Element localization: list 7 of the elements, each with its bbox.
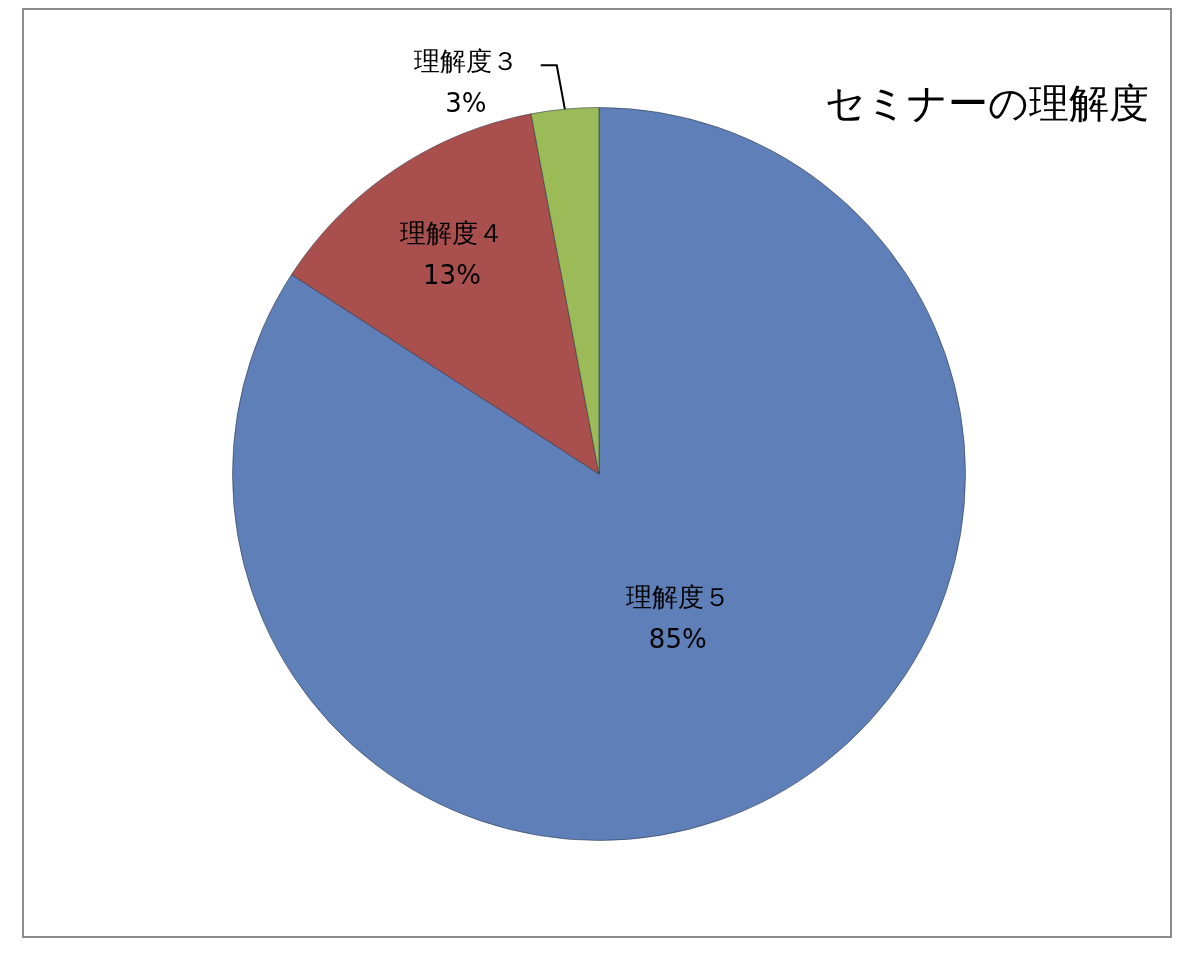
- slice-label: 理解度５: [625, 581, 730, 612]
- data-label: 3%: [445, 88, 487, 119]
- data-label: 85%: [648, 623, 707, 654]
- slice-label: 理解度３: [413, 46, 518, 77]
- slice-label: 理解度４: [399, 217, 504, 248]
- text: セミナーの理解度: [825, 80, 1149, 127]
- data-label: 13%: [423, 259, 481, 290]
